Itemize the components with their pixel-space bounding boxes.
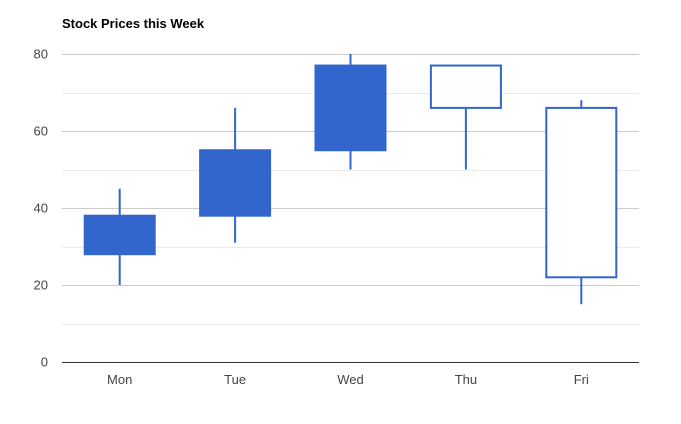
candles <box>83 54 618 305</box>
x-tick-label: Fri <box>574 372 589 387</box>
candle-body <box>314 64 387 152</box>
candle-body <box>199 149 272 217</box>
y-tick-label: 80 <box>34 47 48 62</box>
candle-body <box>429 64 502 109</box>
y-tick-label: 0 <box>41 355 48 370</box>
candle-body <box>545 106 618 279</box>
candle-body <box>83 214 156 256</box>
x-tick-label: Tue <box>224 372 246 387</box>
x-tick-label: Thu <box>455 372 477 387</box>
grid <box>62 54 639 325</box>
candle-tue <box>199 107 272 243</box>
y-axis-ticks: 0 20 40 60 80 <box>34 47 48 370</box>
candle-wed <box>314 54 387 170</box>
x-tick-label: Wed <box>337 372 364 387</box>
y-tick-label: 60 <box>34 124 48 139</box>
candle-fri <box>545 100 618 305</box>
candle-mon <box>83 188 156 285</box>
candle-thu <box>429 64 502 170</box>
chart-title: Stock Prices this Week <box>62 16 205 31</box>
x-axis-ticks: Mon Tue Wed Thu Fri <box>107 372 589 387</box>
y-tick-label: 40 <box>34 201 48 216</box>
x-tick-label: Mon <box>107 372 132 387</box>
y-tick-label: 20 <box>34 278 48 293</box>
